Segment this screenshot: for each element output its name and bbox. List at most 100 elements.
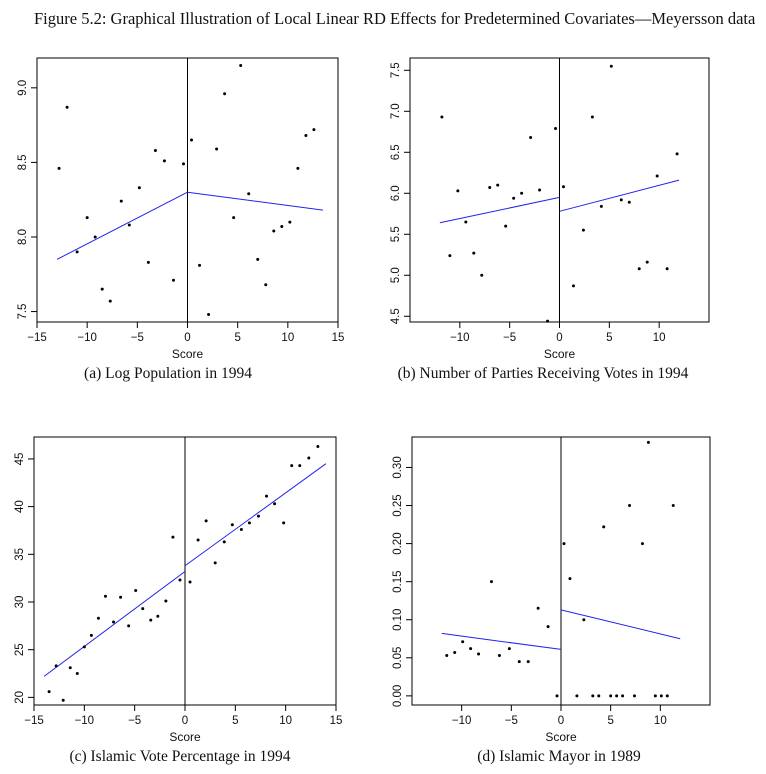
chart-1-point	[65, 105, 69, 109]
chart-2-fit-left-line	[439, 196, 560, 224]
chart-3-point	[316, 445, 320, 449]
chart-3-point	[188, 580, 192, 584]
chart-2-point	[464, 220, 468, 224]
chart-4-x-tick-label: −10	[452, 715, 472, 727]
chart-3-point	[196, 538, 200, 542]
chart-4-point	[591, 694, 595, 698]
chart-2-x-tick-label: 10	[653, 332, 666, 344]
chart-3-point	[239, 528, 243, 532]
chart-3-x-tick-label: 5	[232, 715, 238, 727]
chart-4-x-tick-label: 5	[607, 715, 613, 727]
chart-4-point	[640, 542, 644, 546]
chart-3-point	[290, 464, 294, 468]
chart-1-point	[207, 313, 211, 317]
chart-2-point	[581, 228, 585, 232]
chart-1-point	[153, 148, 157, 152]
chart-4-x-tick-label: −5	[505, 715, 518, 727]
chart-4-point	[497, 654, 501, 658]
chart-3-y-tick-label: 25	[14, 643, 26, 656]
chart-4-point	[453, 650, 457, 654]
chart-3-point	[230, 523, 234, 527]
chart-2-point	[637, 267, 641, 271]
chart-3-y-tick-label: 45	[14, 453, 26, 466]
chart-2-y-tick-label: 6.5	[390, 144, 402, 160]
chart-3-point	[75, 672, 79, 676]
chart-2-point	[627, 200, 631, 204]
chart-1-point	[256, 257, 260, 261]
chart-4-point	[633, 694, 637, 698]
chart-2-point	[561, 185, 565, 189]
chart-3-x-tick-label: 10	[279, 715, 292, 727]
chart-1-point	[312, 128, 316, 132]
chart-4-point	[546, 625, 550, 629]
chart-2-fit-right-line	[559, 179, 680, 212]
chart-4-point	[469, 647, 473, 651]
chart-1-point	[108, 299, 112, 303]
chart-4-point	[536, 606, 540, 610]
chart-4-point	[628, 504, 632, 508]
chart-2-point	[665, 267, 669, 271]
chart-1-point	[146, 260, 150, 264]
chart-1-x-tick-label: 10	[281, 332, 294, 344]
chart-1-point	[223, 92, 227, 96]
chart-4-y-tick-label: 0.25	[392, 494, 404, 516]
chart-3-point	[213, 561, 217, 565]
chart-1-point	[127, 223, 131, 227]
chart-4-point	[555, 694, 559, 698]
chart-1-point	[296, 166, 300, 170]
chart-2-x-tick-label: −10	[450, 332, 470, 344]
chart-1-y-tick-label: 8.5	[17, 154, 29, 170]
chart-1-x-tick-label: −15	[27, 332, 47, 344]
chart-1-x-tick-label: −5	[131, 332, 144, 344]
chart-4-x-tick-label: 0	[558, 715, 564, 727]
chart-2-point	[554, 127, 558, 131]
chart-3-y-tick-label: 20	[14, 691, 26, 704]
chart-2-point	[655, 174, 659, 178]
chart-4-point	[659, 694, 663, 698]
chart-4-point	[609, 694, 613, 698]
chart-3-x-tick-label: −15	[24, 715, 44, 727]
chart-4-x-tick-label: 10	[654, 715, 667, 727]
chart-3-x-tick-label: −10	[75, 715, 95, 727]
chart-3-y-tick-label: 35	[14, 548, 26, 561]
chart-1-point	[137, 186, 141, 190]
chart-2-point	[504, 224, 508, 228]
chart-2-x-tick-label: 0	[556, 332, 562, 344]
chart-2-point	[546, 319, 550, 323]
chart-1-point	[100, 287, 104, 291]
chart-4-point	[445, 654, 449, 658]
chart-4-point	[517, 660, 521, 664]
chart-3-point	[282, 521, 286, 525]
chart-3-point	[112, 620, 116, 624]
chart-2-point	[456, 189, 460, 193]
chart-2-point	[538, 188, 542, 192]
chart-3-point	[156, 614, 160, 618]
chart-1-y-tick-label: 7.5	[17, 304, 29, 320]
chart-4-fit-left-line	[441, 632, 562, 650]
chart-3-fit-right-line	[184, 463, 327, 567]
chart-1-x-tick-label: 0	[184, 332, 190, 344]
chart-3-point	[61, 698, 65, 702]
chart-2-point	[488, 186, 492, 190]
chart-3-point	[127, 624, 131, 628]
chart-3-point	[204, 519, 208, 523]
chart-1-point	[232, 216, 236, 220]
chart-1-x-axis-label: Score	[172, 347, 204, 361]
chart-2-point	[440, 115, 444, 119]
chart-2-point	[472, 251, 476, 255]
chart-2-point	[599, 204, 603, 208]
chart-4-caption: (d) Islamic Mayor in 1989	[477, 748, 641, 765]
chart-1-point	[215, 147, 219, 151]
chart-2-point	[645, 260, 649, 264]
chart-2-x-tick-label: −5	[503, 332, 516, 344]
chart-3-point	[298, 464, 302, 468]
chart-3-point	[171, 535, 175, 539]
chart-4-point	[477, 652, 481, 656]
chart-1-fit-right-line	[187, 191, 324, 211]
chart-3-point	[247, 521, 251, 525]
chart-1-y-tick-label: 9.0	[17, 80, 29, 96]
chart-4-y-tick-label: 0.15	[392, 570, 404, 592]
chart-3-x-tick-label: 15	[330, 715, 343, 727]
chart-3-point	[141, 607, 145, 611]
chart-3-point	[178, 578, 182, 582]
